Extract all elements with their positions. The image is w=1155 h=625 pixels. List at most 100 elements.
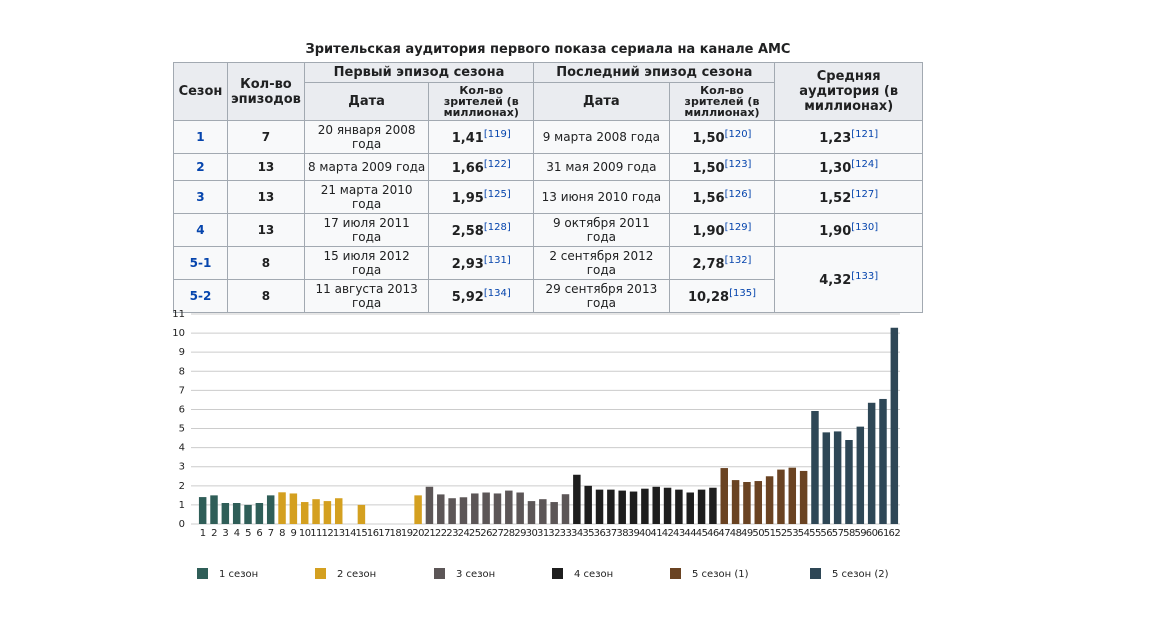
- date: 9 марта 2008 года: [533, 120, 670, 154]
- x-tick-label: 58: [843, 528, 855, 539]
- viewers-cell: 10,28[135]: [668, 279, 776, 313]
- legend-label: 2 сезон: [337, 569, 376, 580]
- y-tick-label: 3: [179, 462, 185, 473]
- x-tick-label: 14: [344, 528, 356, 539]
- x-tick-label: 17: [378, 528, 390, 539]
- reference: [131]: [483, 254, 511, 266]
- x-tick-label: 56: [820, 528, 832, 539]
- table-row: 4 13 17 июля 2011 года 2,58[128] 9 октября 2…: [173, 213, 923, 247]
- reference: [132]: [724, 254, 752, 266]
- x-tick-label: 45: [696, 528, 708, 539]
- header: Кол-во зрителей (в миллионах): [428, 82, 535, 121]
- viewers: 5,92: [451, 289, 484, 305]
- bar: [720, 468, 728, 524]
- reference: [122]: [483, 158, 511, 170]
- header: Последний эпизод сезона: [533, 62, 776, 83]
- header: Средняя аудитория (в миллионах): [774, 62, 923, 121]
- bar: [641, 488, 649, 524]
- y-tick-label: 10: [172, 328, 185, 339]
- date: 17 июля 2011 года: [303, 213, 430, 247]
- x-tick-label: 18: [390, 528, 402, 539]
- bar: [743, 482, 751, 524]
- x-tick-label: 53: [786, 528, 798, 539]
- x-tick-label: 19: [401, 528, 413, 539]
- episode-count: 13: [226, 213, 305, 247]
- reference: [133]: [851, 271, 879, 282]
- viewers-cell: 1,90[129]: [668, 213, 776, 247]
- date: 21 марта 2010 года: [303, 180, 430, 214]
- bar: [856, 426, 865, 524]
- season: 5-1: [173, 246, 228, 280]
- x-tick-label: 54: [798, 528, 810, 539]
- season: 3: [173, 180, 228, 214]
- bar: [198, 497, 207, 524]
- bar: [266, 495, 275, 524]
- bar: [833, 431, 842, 524]
- legend-swatch: [670, 568, 681, 579]
- viewers: 1,95: [451, 190, 484, 206]
- viewers-cell: 1,41[119]: [428, 120, 535, 154]
- reference: [120]: [724, 128, 752, 140]
- bar: [652, 486, 660, 524]
- legend-label: 5 сезон (2): [832, 569, 889, 580]
- x-tick-label: 52: [775, 528, 787, 539]
- legend-label: 3 сезон: [456, 569, 495, 580]
- reference: [130]: [851, 221, 879, 233]
- x-tick-label: 47: [718, 528, 730, 539]
- x-tick-label: 3: [222, 528, 228, 539]
- reference: [121]: [851, 128, 879, 140]
- x-tick-label: 44: [684, 528, 696, 539]
- header: Сезон: [173, 62, 228, 121]
- header: Кол-во зрителей (в миллионах): [668, 82, 776, 121]
- bar: [312, 499, 320, 524]
- x-tick-label: 38: [616, 528, 628, 539]
- bar: [255, 503, 264, 524]
- bar: [765, 476, 774, 524]
- x-tick-label: 15: [356, 528, 368, 539]
- x-tick-label: 1: [200, 528, 206, 539]
- season: 4: [173, 213, 228, 247]
- average-cell: 1,52[127]: [774, 180, 923, 214]
- x-tick-label: 4: [234, 528, 240, 539]
- viewers: 1,56: [692, 190, 725, 206]
- bar: [595, 489, 604, 524]
- header: Кол-во эпизодов: [226, 62, 305, 121]
- table-row: 5-1 8 15 июля 2012 года 2,93[131] 2 сентября…: [173, 246, 923, 313]
- legend-swatch: [197, 568, 208, 579]
- x-tick-label: 46: [707, 528, 719, 539]
- bar: [323, 501, 332, 524]
- bar: [334, 498, 343, 524]
- table-row: 3 13 21 марта 2010 года 1,95[125] 13 июня 20…: [173, 180, 923, 214]
- bar: [278, 492, 286, 524]
- bar: [788, 467, 797, 524]
- reference: [128]: [483, 221, 511, 233]
- bar: [663, 487, 672, 524]
- bar: [890, 327, 899, 524]
- date: 31 мая 2009 года: [533, 153, 670, 181]
- x-tick-label: 40: [639, 528, 651, 539]
- legend-swatch: [810, 568, 821, 579]
- table-body: 1 7 20 января 2008 года 1,41[119] 9 марта 20…: [173, 120, 923, 313]
- viewers-cell: 1,56[126]: [668, 180, 776, 214]
- y-tick-label: 0: [179, 519, 185, 530]
- x-tick-label: 33: [560, 528, 572, 539]
- episode-count: 13: [226, 153, 305, 181]
- bar: [867, 402, 876, 524]
- viewers-cell: 1,50[123]: [668, 153, 776, 181]
- reference: [127]: [851, 188, 879, 200]
- x-tick-label: 29: [514, 528, 526, 539]
- legend-swatch: [315, 568, 326, 579]
- x-tick-label: 25: [469, 528, 481, 539]
- legend-swatch: [552, 568, 563, 579]
- bar: [686, 492, 694, 524]
- bar: [584, 485, 592, 524]
- x-tick-label: 27: [492, 528, 504, 539]
- date: 29 сентября 2013 года: [533, 279, 670, 313]
- bar: [527, 501, 536, 524]
- bar: [493, 493, 502, 524]
- average-cell: 1,23[121]: [774, 120, 923, 154]
- reference: [123]: [724, 158, 752, 170]
- bar: [425, 486, 434, 524]
- bar: [573, 474, 581, 524]
- date: 11 августа 2013 года: [303, 279, 430, 313]
